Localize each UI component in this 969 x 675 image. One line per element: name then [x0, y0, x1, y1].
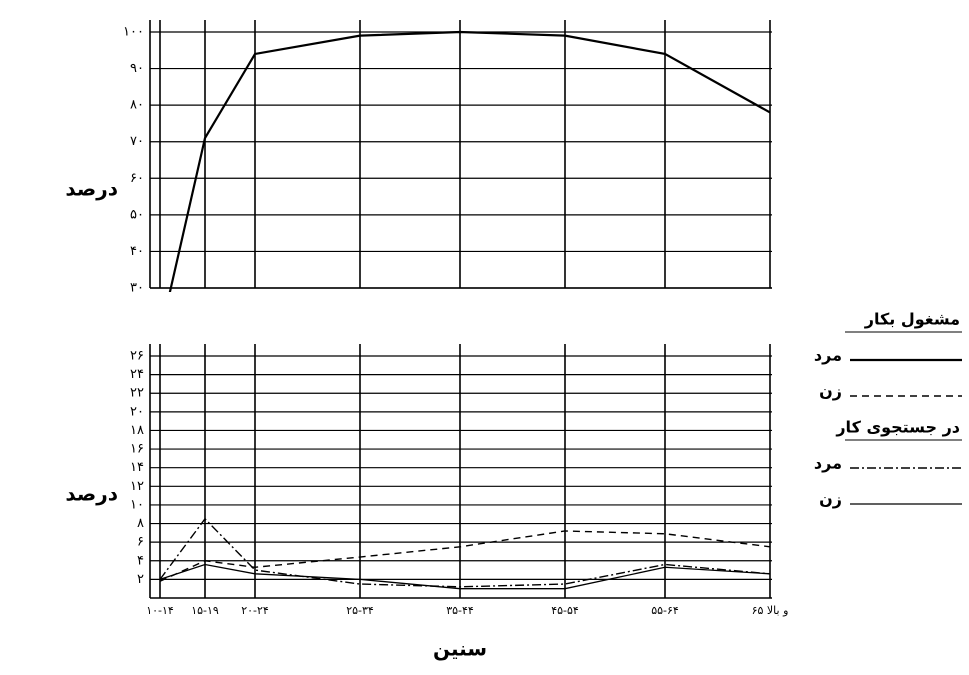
- y-tick-label: ۱۰۰: [123, 25, 144, 40]
- x-tick-label: ۴۵-۵۴: [551, 604, 579, 617]
- x-axis-title: سنین: [433, 637, 487, 661]
- x-tick-label: ۱۰-۱۴: [146, 604, 174, 617]
- x-tick-label: ۲۰-۲۴: [241, 604, 269, 617]
- x-tick-label: ۳۵-۴۴: [446, 604, 474, 617]
- y-tick-label: ۸۰: [130, 98, 144, 113]
- y-axis-title: درصد: [65, 177, 118, 201]
- series-group: [159, 517, 771, 590]
- y-tick-label: ۱۰: [130, 497, 144, 512]
- legend-label: زن: [819, 382, 842, 401]
- y-tick-label: ۴: [137, 553, 144, 568]
- y-tick-label: ۱۴: [130, 460, 144, 475]
- y-tick-label: ۲۲: [130, 386, 144, 401]
- y-tick-label: ۲۴: [130, 367, 144, 382]
- y-tick-label: ۱۲: [130, 479, 144, 494]
- x-tick-label: ۲۵-۳۴: [346, 604, 374, 617]
- legend-group-title: در جستجوی کار: [835, 418, 960, 437]
- legend-label: زن: [819, 490, 842, 509]
- y-axis-title: درصد: [65, 482, 118, 506]
- x-tick-label: ۵۵-۶۴: [651, 604, 679, 617]
- legend-label: مرد: [814, 454, 842, 473]
- y-tick-label: ۲: [137, 572, 144, 587]
- data-line: [168, 30, 771, 292]
- y-tick-label: ۶۰: [130, 171, 144, 186]
- legend-group-title: مشغول بکار: [864, 310, 960, 329]
- data-line: [159, 517, 771, 588]
- y-tick-label: ۷۰: [130, 134, 144, 149]
- y-tick-label: ۲۰: [130, 404, 144, 419]
- x-tick-label: ۶۵ و بالا: [752, 604, 789, 617]
- y-tick-label: ۵۰: [130, 207, 144, 222]
- y-tick-label: ۱۸: [130, 423, 144, 438]
- y-tick-label: ۴۰: [130, 244, 144, 259]
- series-group: [168, 30, 771, 292]
- y-tick-label: ۸: [137, 516, 144, 531]
- data-line: [159, 563, 771, 590]
- y-tick-label: ۶: [137, 535, 144, 550]
- legend-label: مرد: [814, 346, 842, 365]
- y-tick-label: ۹۰: [130, 61, 144, 76]
- y-tick-label: ۳۰: [130, 281, 144, 296]
- data-line: [159, 530, 771, 582]
- x-tick-label: ۱۵-۱۹: [191, 604, 219, 617]
- y-tick-label: ۲۶: [130, 349, 144, 364]
- y-tick-label: ۱۶: [130, 442, 144, 457]
